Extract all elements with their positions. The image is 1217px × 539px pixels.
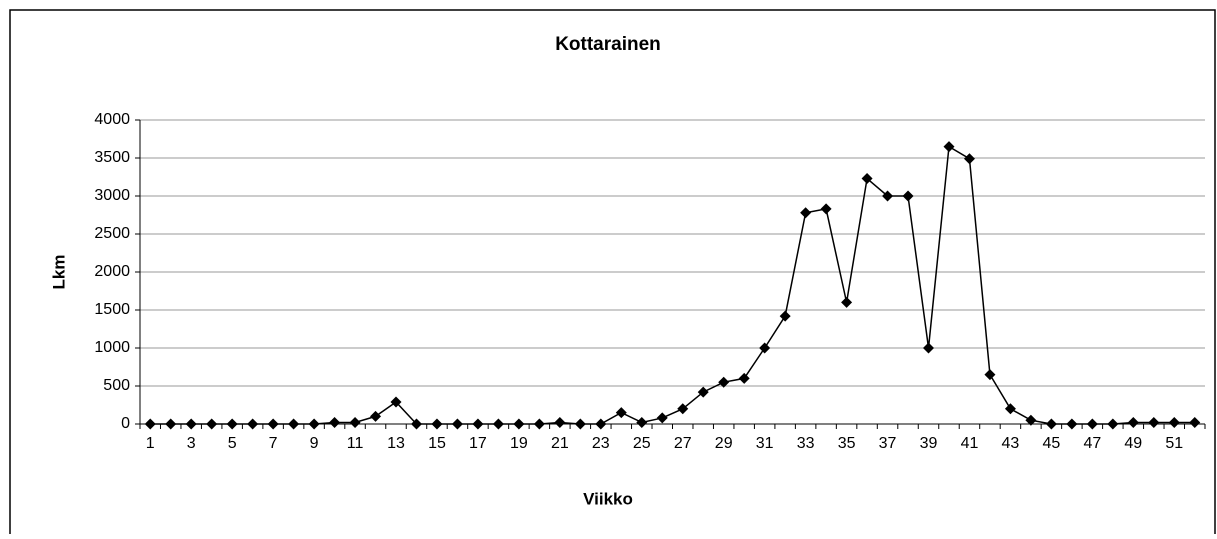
y-tick-label: 1500 <box>94 301 130 318</box>
x-tick-label: 33 <box>797 435 815 452</box>
data-point <box>492 418 504 430</box>
chart-frame <box>9 9 1216 534</box>
x-tick-label: 25 <box>633 435 651 452</box>
y-tick-label: 4000 <box>94 111 130 128</box>
data-point <box>288 418 300 430</box>
x-tick-label: 17 <box>469 435 487 452</box>
x-tick-label: 7 <box>269 435 278 452</box>
data-point <box>451 418 463 430</box>
x-tick-label: 19 <box>510 435 528 452</box>
x-tick-label: 5 <box>228 435 237 452</box>
x-tick-label: 51 <box>1165 435 1183 452</box>
data-point <box>820 203 832 215</box>
data-point <box>349 416 361 428</box>
x-tick-label: 3 <box>187 435 196 452</box>
data-point <box>533 418 545 430</box>
x-tick-label: 37 <box>879 435 897 452</box>
data-point <box>574 418 586 430</box>
data-point <box>185 418 197 430</box>
data-point <box>882 190 894 202</box>
data-point <box>1066 418 1078 430</box>
chart-title: Kottarainen <box>555 34 661 55</box>
data-point <box>1045 418 1057 430</box>
x-tick-label: 15 <box>428 435 446 452</box>
series-line <box>150 145 1195 425</box>
y-tick-label: 3000 <box>94 187 130 204</box>
y-tick-label: 3500 <box>94 149 130 166</box>
x-tick-label: 35 <box>838 435 856 452</box>
data-point <box>165 418 177 430</box>
data-point <box>308 418 320 430</box>
data-point <box>677 403 689 415</box>
y-tick-label: 500 <box>103 377 130 394</box>
x-tick-label: 21 <box>551 435 569 452</box>
data-point <box>1168 416 1180 428</box>
data-point <box>963 153 975 165</box>
x-tick-label: 23 <box>592 435 610 452</box>
x-tick-label: 41 <box>961 435 979 452</box>
y-tick-label: 1000 <box>94 339 130 356</box>
x-tick-label: 29 <box>715 435 733 452</box>
x-tick-label: 49 <box>1124 435 1142 452</box>
data-point <box>472 418 484 430</box>
data-point <box>1148 416 1160 428</box>
data-point <box>513 418 525 430</box>
y-tick-label: 2500 <box>94 225 130 242</box>
x-tick-label: 13 <box>387 435 405 452</box>
data-point <box>718 376 730 388</box>
x-axis-label: Viikko <box>583 489 633 508</box>
x-tick-label: 31 <box>756 435 774 452</box>
x-tick-label: 45 <box>1042 435 1060 452</box>
data-point <box>1086 418 1098 430</box>
data-point <box>759 342 771 354</box>
y-tick-label: 0 <box>121 415 130 432</box>
data-point <box>984 369 996 381</box>
data-point <box>247 418 259 430</box>
data-point <box>370 410 382 422</box>
data-point <box>1107 418 1119 430</box>
data-point <box>431 418 443 430</box>
data-point <box>206 418 218 430</box>
data-point <box>656 412 668 424</box>
data-point <box>943 141 955 153</box>
y-tick-label: 2000 <box>94 263 130 280</box>
data-point <box>595 418 607 430</box>
x-tick-label: 27 <box>674 435 692 452</box>
x-tick-label: 11 <box>347 435 364 452</box>
data-point <box>554 416 566 428</box>
data-point <box>841 296 853 308</box>
data-point <box>1025 414 1037 426</box>
data-point <box>902 190 914 202</box>
data-point <box>779 310 791 322</box>
x-tick-label: 1 <box>146 435 155 452</box>
data-point <box>144 418 156 430</box>
data-point <box>1004 403 1016 415</box>
data-point <box>615 407 627 419</box>
data-point <box>697 386 709 398</box>
x-tick-label: 39 <box>920 435 938 452</box>
data-point <box>861 173 873 185</box>
data-point <box>410 418 422 430</box>
data-point <box>636 416 648 428</box>
x-tick-label: 9 <box>310 435 319 452</box>
data-point <box>923 342 935 354</box>
x-tick-label: 47 <box>1083 435 1101 452</box>
data-point <box>329 416 341 428</box>
data-point <box>390 396 402 408</box>
data-point <box>800 207 812 219</box>
data-point <box>267 418 279 430</box>
data-point <box>226 418 238 430</box>
data-point <box>1189 416 1201 428</box>
y-axis-label: Lkm <box>49 255 68 290</box>
data-point <box>738 372 750 384</box>
data-point <box>1127 416 1139 428</box>
x-tick-label: 43 <box>1002 435 1020 452</box>
